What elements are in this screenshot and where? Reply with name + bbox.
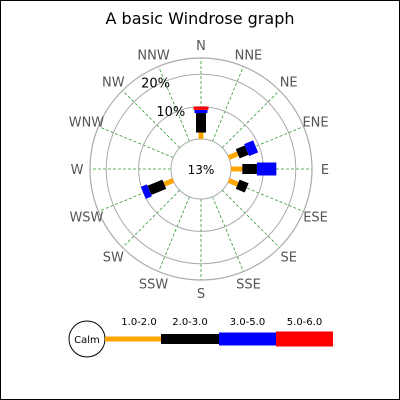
direction-label-w: W	[71, 163, 84, 178]
bar-segment-ene-1.0-2.0	[229, 154, 238, 158]
direction-label-sse: SSE	[236, 278, 261, 293]
legend-label-5.0-6.0: 5.0-6.0	[287, 317, 322, 328]
legend-label-2.0-3.0: 2.0-3.0	[172, 317, 207, 328]
direction-label-ese: ESE	[303, 210, 328, 225]
bar-segment-ene-3.0-5.0	[247, 146, 256, 150]
direction-label-wsw: WSW	[69, 210, 103, 225]
direction-label-nne: NNE	[235, 48, 263, 63]
direction-label-nw: NW	[102, 75, 125, 90]
direction-label-ssw: SSW	[139, 278, 169, 293]
bar-segment-ese-1.0-2.0	[229, 180, 238, 184]
bar-segment-wsw-1.0-2.0	[164, 180, 173, 184]
direction-label-sw: SW	[103, 251, 124, 266]
legend-label-3.0-5.0: 3.0-5.0	[230, 317, 265, 328]
direction-label-nnw: NNW	[137, 48, 169, 63]
direction-label-s: S	[197, 287, 205, 302]
spoke-se	[222, 190, 279, 247]
spoke-ne	[222, 91, 279, 148]
calm-value: 13%	[188, 163, 215, 177]
legend-calm-label: Calm	[74, 335, 100, 346]
bar-segment-wsw-2.0-3.0	[149, 184, 164, 190]
spoke-sw	[123, 190, 180, 247]
legend-label-1.0-2.0: 1.0-2.0	[121, 317, 156, 328]
ring-label-20: 20%	[141, 77, 170, 92]
direction-label-e: E	[321, 163, 329, 178]
direction-label-n: N	[196, 39, 206, 54]
ring-label-10: 10%	[156, 105, 185, 120]
direction-label-se: SE	[280, 251, 296, 266]
bar-segment-ese-2.0-3.0	[238, 184, 247, 188]
direction-label-wnw: WNW	[69, 116, 105, 131]
direction-label-ne: NE	[280, 75, 298, 90]
bar-segment-ene-2.0-3.0	[238, 150, 247, 154]
direction-label-ene: ENE	[302, 116, 328, 131]
bar-segment-wsw-3.0-5.0	[143, 190, 149, 192]
